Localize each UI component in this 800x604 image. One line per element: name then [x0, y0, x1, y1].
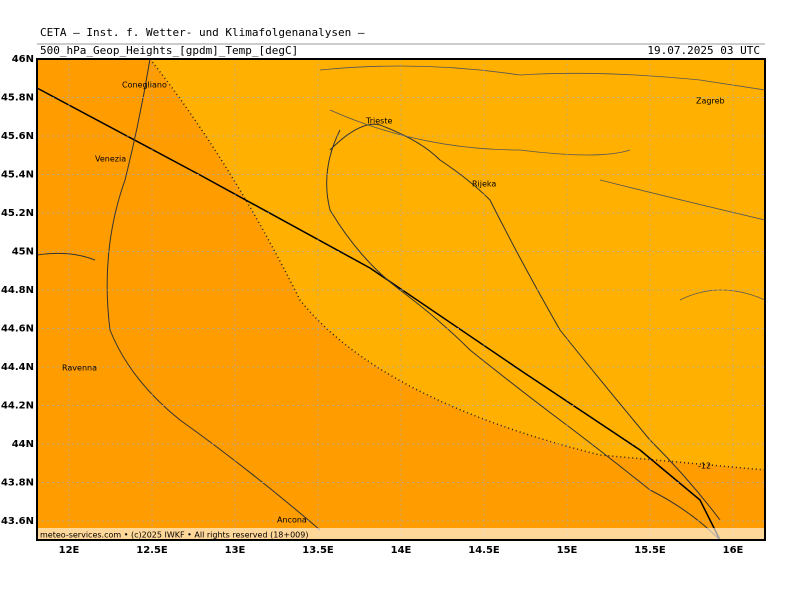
footer: meteo-services.com • (c)2025 IWKF • All …: [40, 531, 308, 540]
lat-label: 45.8N: [1, 93, 34, 104]
lon-label: 15E: [557, 545, 578, 556]
lat-label: 44.6N: [1, 324, 34, 335]
lon-label: 14E: [391, 545, 412, 556]
lat-label: 44N: [12, 439, 34, 450]
lat-label: 44.4N: [1, 362, 34, 373]
footer-box: [37, 528, 765, 540]
temp-contour: [149, 58, 766, 471]
labels: 46N 45.8N 45.6N 45.4N 45.2N 45N 44.8N 44.6N 44.4…: [1, 54, 744, 556]
lon-label: 16E: [723, 545, 744, 556]
lon-label: 12.5E: [136, 545, 168, 556]
lat-label: 44.2N: [1, 401, 34, 412]
coastline: [36, 58, 721, 541]
lat-label: 46N: [12, 54, 34, 65]
city-label: Venezia: [95, 155, 126, 164]
lat-label: 45.4N: [1, 170, 34, 181]
city-label: Ancona: [277, 516, 307, 525]
city-label: Conegliano: [122, 81, 167, 90]
lat-label: 43.6N: [1, 516, 34, 527]
lat-label: 44.8N: [1, 285, 34, 296]
map-frame: [36, 58, 766, 541]
contour-label: -12: [698, 462, 711, 471]
lat-label: 43.8N: [1, 478, 34, 489]
lat-label: 45.2N: [1, 208, 34, 219]
lon-label: 13E: [225, 545, 246, 556]
header-subtitle: 500_hPa_Geop_Heights_[gpdm]_Temp_[degC]: [40, 44, 298, 57]
height-contour: [36, 87, 721, 541]
lat-label: 45N: [12, 247, 34, 258]
header-date: 19.07.2025 03 UTC: [647, 44, 760, 57]
grid: [37, 58, 765, 540]
lon-label: 14.5E: [468, 545, 500, 556]
header-title: CETA — Inst. f. Wetter- und Klimafolgena…: [40, 26, 365, 39]
lat-label: 45.6N: [1, 131, 34, 142]
borders: [319, 65, 766, 301]
lon-label: 12E: [59, 545, 80, 556]
lon-label: 13.5E: [302, 545, 334, 556]
city-label: Ravenna: [62, 364, 97, 373]
city-label: Rijeka: [472, 180, 496, 189]
city-label: Zagreb: [696, 97, 725, 106]
lon-label: 15.5E: [634, 545, 666, 556]
cool-region: [37, 59, 765, 540]
city-label: Trieste: [365, 117, 392, 126]
